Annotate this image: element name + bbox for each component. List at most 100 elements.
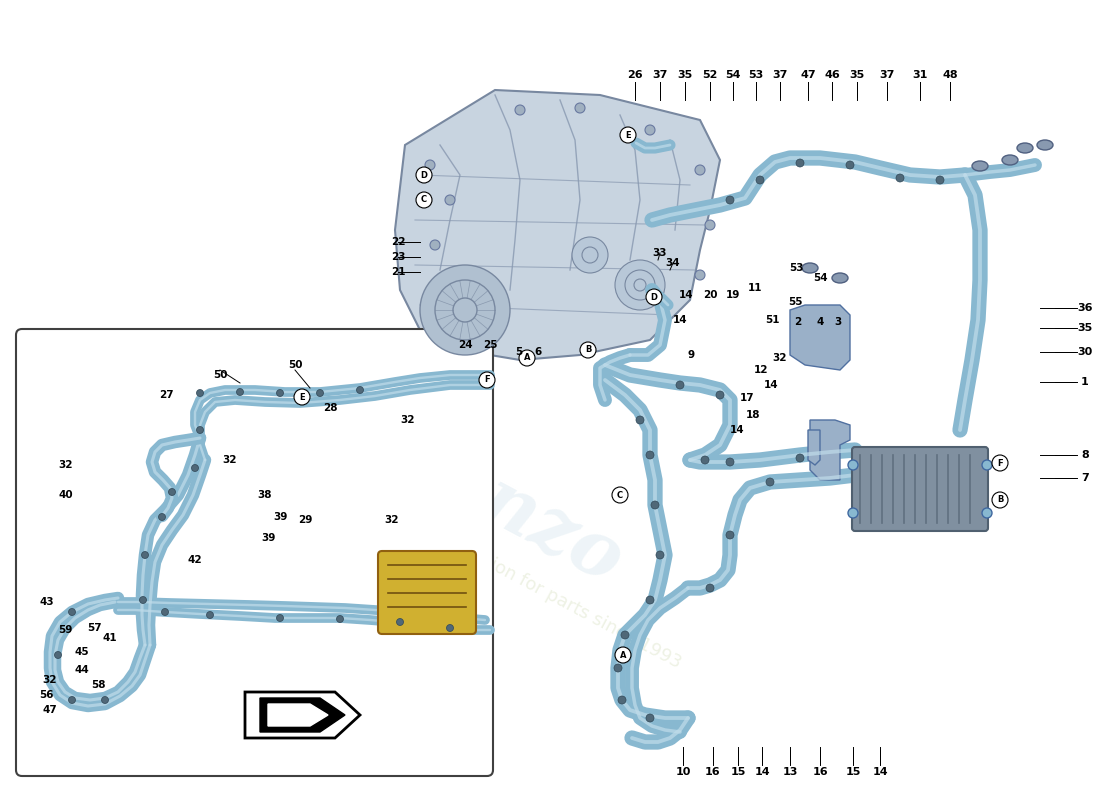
Text: 14: 14 xyxy=(729,425,745,435)
Circle shape xyxy=(140,597,146,603)
Text: 16: 16 xyxy=(812,767,828,777)
Polygon shape xyxy=(790,305,850,370)
Text: C: C xyxy=(421,195,427,205)
Text: 32: 32 xyxy=(400,415,416,425)
Text: 50: 50 xyxy=(212,370,228,380)
Circle shape xyxy=(615,647,631,663)
Text: 38: 38 xyxy=(257,490,273,500)
Circle shape xyxy=(992,492,1008,508)
Circle shape xyxy=(515,105,525,115)
Circle shape xyxy=(796,454,804,462)
Text: 7: 7 xyxy=(1081,473,1089,483)
Circle shape xyxy=(68,609,76,615)
Circle shape xyxy=(197,390,204,397)
Text: F: F xyxy=(484,375,490,385)
Circle shape xyxy=(572,237,608,273)
Circle shape xyxy=(634,279,646,291)
Ellipse shape xyxy=(972,161,988,171)
Text: 35: 35 xyxy=(678,70,693,80)
Text: 41: 41 xyxy=(102,633,118,643)
Circle shape xyxy=(276,390,284,397)
Circle shape xyxy=(337,615,343,622)
Text: 14: 14 xyxy=(755,767,770,777)
Ellipse shape xyxy=(1037,140,1053,150)
Circle shape xyxy=(162,609,168,615)
Circle shape xyxy=(796,159,804,167)
Text: 53: 53 xyxy=(748,70,763,80)
Circle shape xyxy=(191,465,198,471)
Text: D: D xyxy=(650,293,658,302)
Circle shape xyxy=(766,478,774,486)
Circle shape xyxy=(614,664,622,672)
Text: 44: 44 xyxy=(75,665,89,675)
Text: 32: 32 xyxy=(222,455,238,465)
Ellipse shape xyxy=(1002,155,1018,165)
Circle shape xyxy=(317,390,323,397)
Text: 14: 14 xyxy=(673,315,688,325)
Circle shape xyxy=(936,176,944,184)
Circle shape xyxy=(646,714,654,722)
Text: 28: 28 xyxy=(322,403,338,413)
Circle shape xyxy=(519,350,535,366)
Text: 53: 53 xyxy=(789,263,803,273)
Polygon shape xyxy=(395,90,720,360)
Circle shape xyxy=(621,631,629,639)
Text: 14: 14 xyxy=(679,290,693,300)
Text: 12: 12 xyxy=(754,365,768,375)
Polygon shape xyxy=(810,420,850,480)
Text: 17: 17 xyxy=(739,393,755,403)
Text: 32: 32 xyxy=(385,515,399,525)
Circle shape xyxy=(676,381,684,389)
Circle shape xyxy=(416,192,432,208)
Circle shape xyxy=(716,391,724,399)
Text: 13: 13 xyxy=(782,767,797,777)
Text: 47: 47 xyxy=(43,705,57,715)
Circle shape xyxy=(453,298,477,322)
Circle shape xyxy=(726,196,734,204)
Text: 56: 56 xyxy=(39,690,53,700)
Circle shape xyxy=(982,460,992,470)
Text: 50: 50 xyxy=(288,360,302,370)
Circle shape xyxy=(294,389,310,405)
Text: 33: 33 xyxy=(652,248,668,258)
Text: E: E xyxy=(299,393,305,402)
Ellipse shape xyxy=(802,263,818,273)
Circle shape xyxy=(236,389,243,395)
Text: 58: 58 xyxy=(90,680,106,690)
Circle shape xyxy=(645,125,654,135)
Text: 32: 32 xyxy=(772,353,788,363)
Circle shape xyxy=(992,455,1008,471)
Text: 27: 27 xyxy=(158,390,174,400)
Text: C: C xyxy=(617,490,623,499)
Ellipse shape xyxy=(832,273,848,283)
Text: 22: 22 xyxy=(390,237,405,247)
Text: E: E xyxy=(625,130,630,139)
Text: 15: 15 xyxy=(845,767,860,777)
Text: 39: 39 xyxy=(273,512,287,522)
Polygon shape xyxy=(245,692,360,738)
Circle shape xyxy=(848,460,858,470)
Circle shape xyxy=(695,165,705,175)
Circle shape xyxy=(158,514,165,521)
Text: 34: 34 xyxy=(666,258,680,268)
Circle shape xyxy=(68,697,76,703)
Circle shape xyxy=(575,103,585,113)
Text: enzo: enzo xyxy=(425,441,635,599)
Text: 8: 8 xyxy=(1081,450,1089,460)
Circle shape xyxy=(726,458,734,466)
Text: 4: 4 xyxy=(816,317,824,327)
Text: 52: 52 xyxy=(702,70,717,80)
Text: 59: 59 xyxy=(58,625,73,635)
Circle shape xyxy=(425,160,435,170)
Circle shape xyxy=(982,508,992,518)
Text: 21: 21 xyxy=(390,267,405,277)
Text: 14: 14 xyxy=(763,380,779,390)
Text: 48: 48 xyxy=(943,70,958,80)
Circle shape xyxy=(142,551,148,558)
Circle shape xyxy=(434,280,495,340)
Circle shape xyxy=(276,614,284,622)
Text: 25: 25 xyxy=(483,340,497,350)
Circle shape xyxy=(396,618,404,626)
Text: 6: 6 xyxy=(535,347,541,357)
Circle shape xyxy=(618,696,626,704)
